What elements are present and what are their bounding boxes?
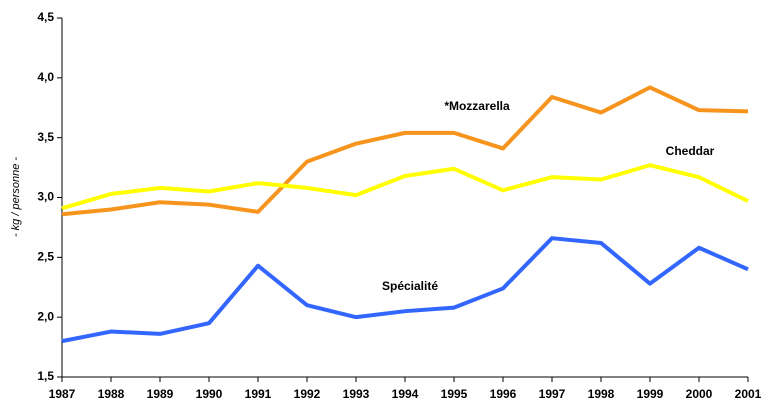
series-line [61, 236, 749, 344]
x-tick-label: 1998 [588, 387, 615, 401]
x-tick-label: 1990 [196, 387, 223, 401]
x-tick-label: 2000 [686, 387, 713, 401]
x-tick-label: 1987 [49, 387, 76, 401]
y-tick-label: 1,5 [37, 369, 54, 383]
series-label: *Mozzarella [444, 99, 510, 113]
x-tick-label: 1988 [98, 387, 125, 401]
x-tick-label: 2001 [735, 387, 762, 401]
x-tick-label: 1994 [392, 387, 419, 401]
y-axis-label: - kg / personne - [10, 157, 22, 237]
y-tick-label: 3,0 [37, 190, 54, 204]
x-tick-label: 1989 [147, 387, 174, 401]
x-tick-label: 1999 [637, 387, 664, 401]
y-tick-label: 4,5 [37, 10, 54, 24]
y-tick-label: 2,0 [37, 309, 54, 323]
x-tick-label: 1997 [539, 387, 566, 401]
series-label: Cheddar [666, 144, 715, 158]
x-tick-label: 1991 [245, 387, 272, 401]
x-tick-label: 1995 [441, 387, 468, 401]
series-label: Spécialité [382, 279, 438, 293]
y-tick-label: 3,5 [37, 130, 54, 144]
series-line [61, 85, 749, 217]
y-tick-label: 2,5 [37, 250, 54, 264]
x-tick-label: 1993 [343, 387, 370, 401]
x-tick-label: 1996 [490, 387, 517, 401]
y-tick-label: 4,0 [37, 70, 54, 84]
x-tick-label: 1992 [294, 387, 321, 401]
series-line [61, 163, 749, 211]
